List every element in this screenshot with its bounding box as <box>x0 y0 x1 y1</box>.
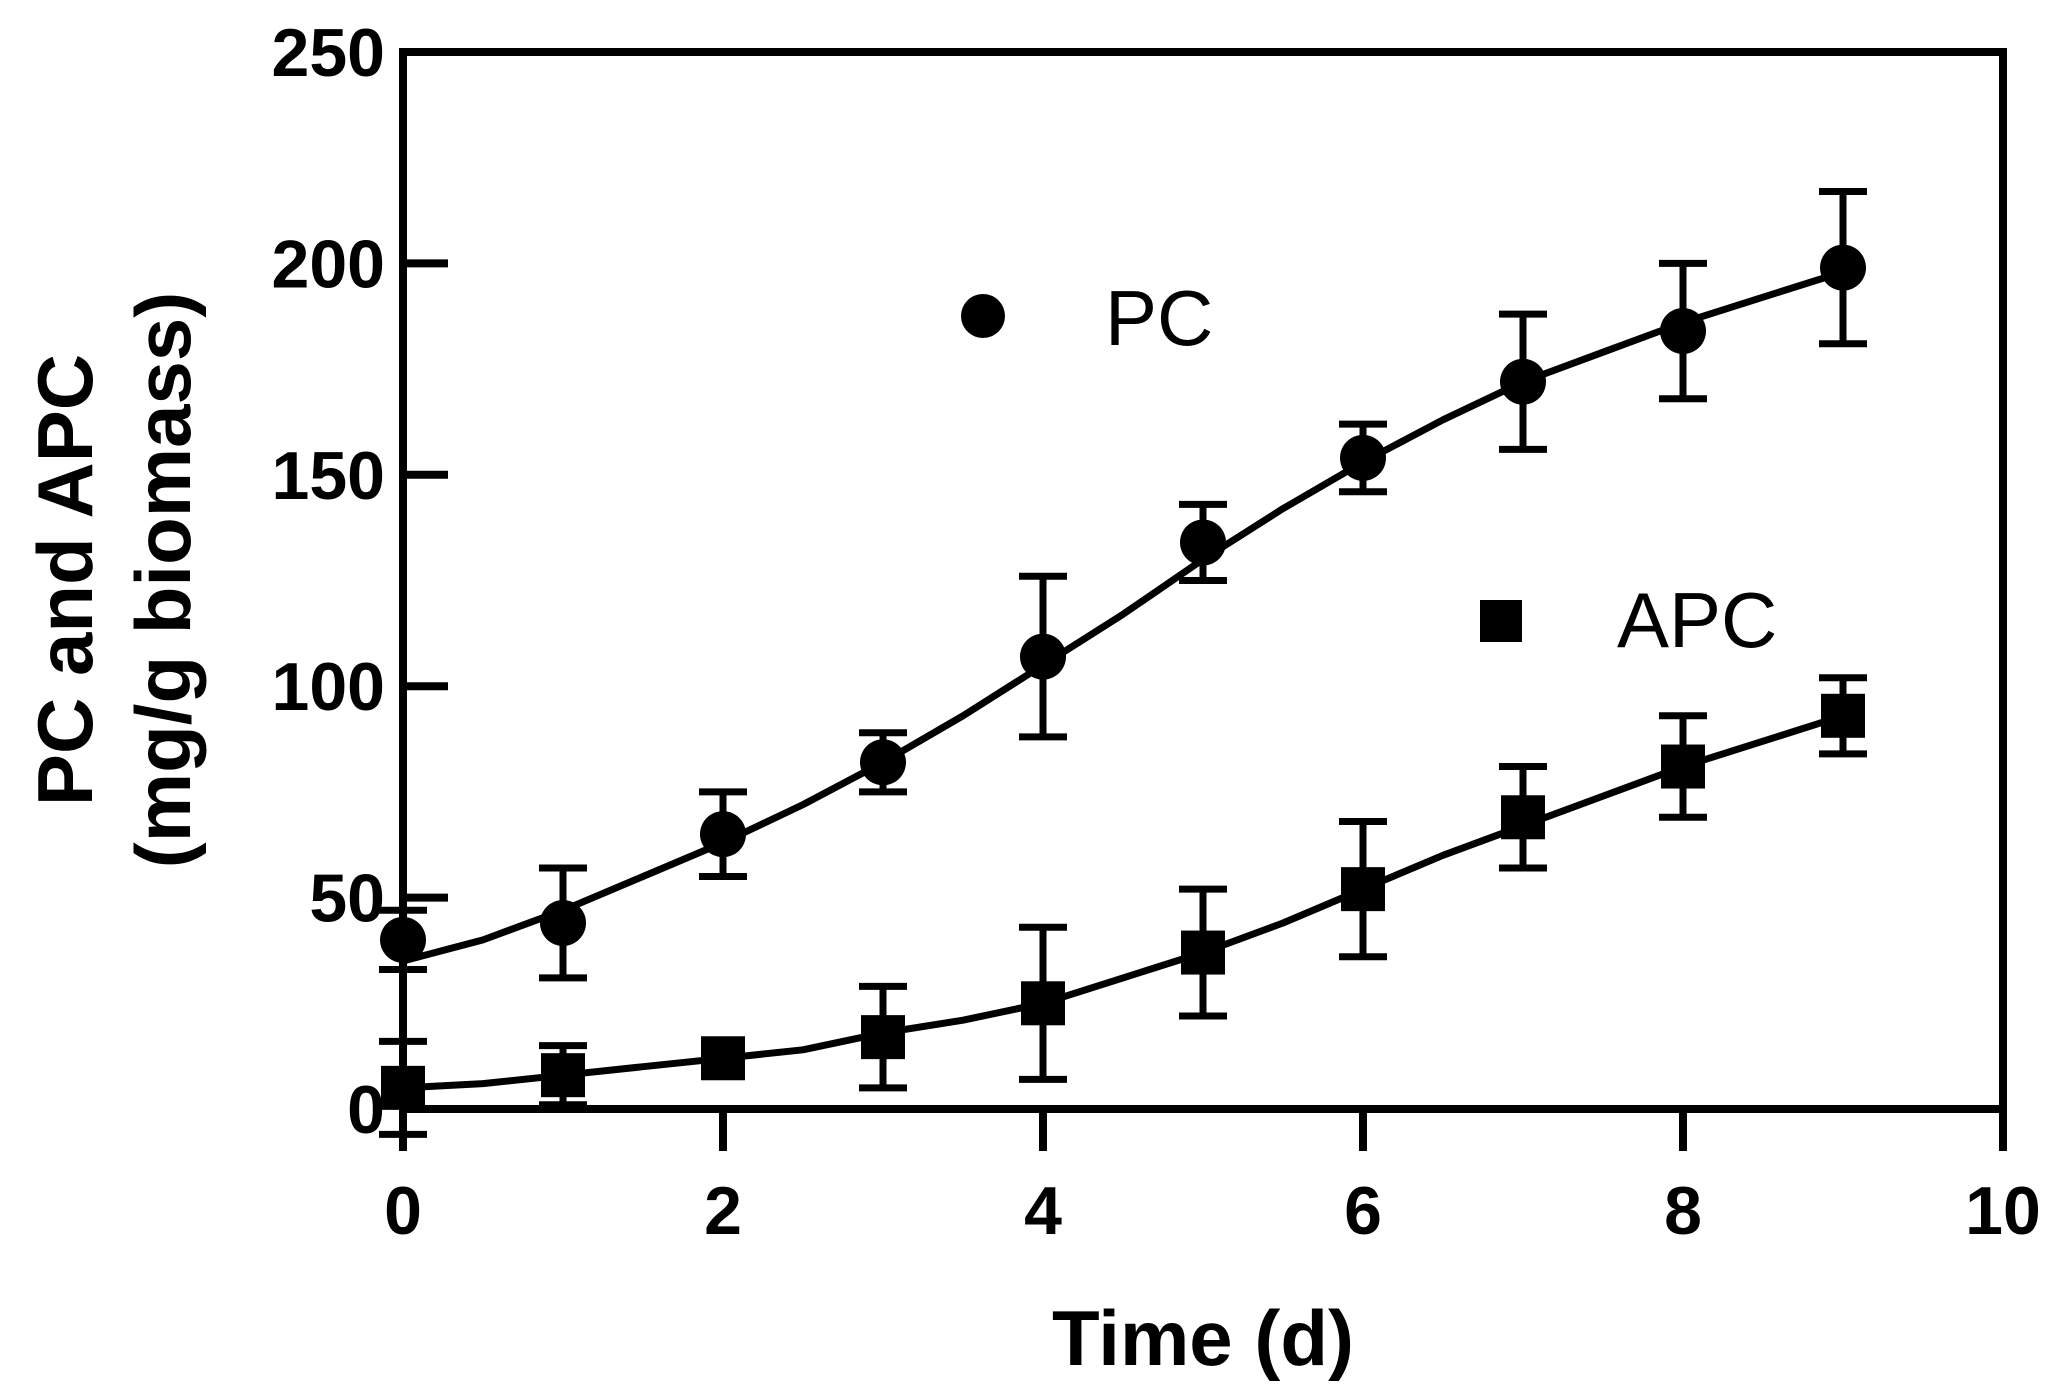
y-axis-title-line-2: (mg/g biomass) <box>119 292 207 868</box>
apc-point <box>1181 930 1225 975</box>
y-tick-label: 200 <box>272 226 385 302</box>
legend-pc-marker <box>961 294 1005 338</box>
x-tick-label: 6 <box>1344 1173 1382 1249</box>
apc-point <box>701 1036 745 1081</box>
pc-point <box>1020 633 1066 680</box>
pc-point <box>1660 308 1706 355</box>
apc-point <box>1021 981 1065 1026</box>
y-tick-label: 150 <box>272 438 385 514</box>
y-tick-label: 250 <box>272 15 385 91</box>
apc-point <box>1821 693 1865 738</box>
plot-frame <box>399 48 2007 1113</box>
pc-point <box>1820 244 1866 291</box>
pc-fit-line <box>402 268 1845 965</box>
x-tick-label: 10 <box>1965 1173 2041 1249</box>
apc-fit-line <box>402 712 1845 1092</box>
x-tick-label: 4 <box>1024 1173 1062 1249</box>
apc-point <box>1341 867 1385 912</box>
pc-point <box>380 916 426 963</box>
x-tick-label: 8 <box>1664 1173 1702 1249</box>
y-axis-title-line-1: PC and APC <box>21 354 109 806</box>
y-axis: 0 50 100 150 200 250 <box>272 15 448 1148</box>
apc-point <box>1501 795 1545 840</box>
pc-point <box>1500 358 1546 405</box>
legend-apc-label: APC <box>1617 576 1777 664</box>
legend-pc-label: PC <box>1105 274 1213 362</box>
legend-apc-marker <box>1480 600 1522 642</box>
y-tick-label: 50 <box>309 861 385 937</box>
pc-point <box>860 739 906 786</box>
y-tick-label: 0 <box>347 1072 385 1148</box>
apc-point <box>1661 744 1705 789</box>
plot-area <box>379 188 1867 1138</box>
pc-point <box>1180 519 1226 566</box>
apc-point <box>541 1053 585 1098</box>
y-tick-label: 100 <box>272 649 385 725</box>
pc-point <box>700 811 746 858</box>
legend: PC APC <box>961 274 1777 664</box>
apc-point <box>861 1015 905 1060</box>
x-axis: 0 2 4 6 8 10 <box>384 1109 2041 1249</box>
x-tick-label: 0 <box>384 1173 422 1249</box>
pc-point <box>540 899 586 946</box>
pc-point <box>1340 434 1386 481</box>
x-tick-label: 2 <box>704 1173 742 1249</box>
x-axis-title: Time (d) <box>1052 1294 1354 1382</box>
apc-point <box>381 1065 425 1110</box>
